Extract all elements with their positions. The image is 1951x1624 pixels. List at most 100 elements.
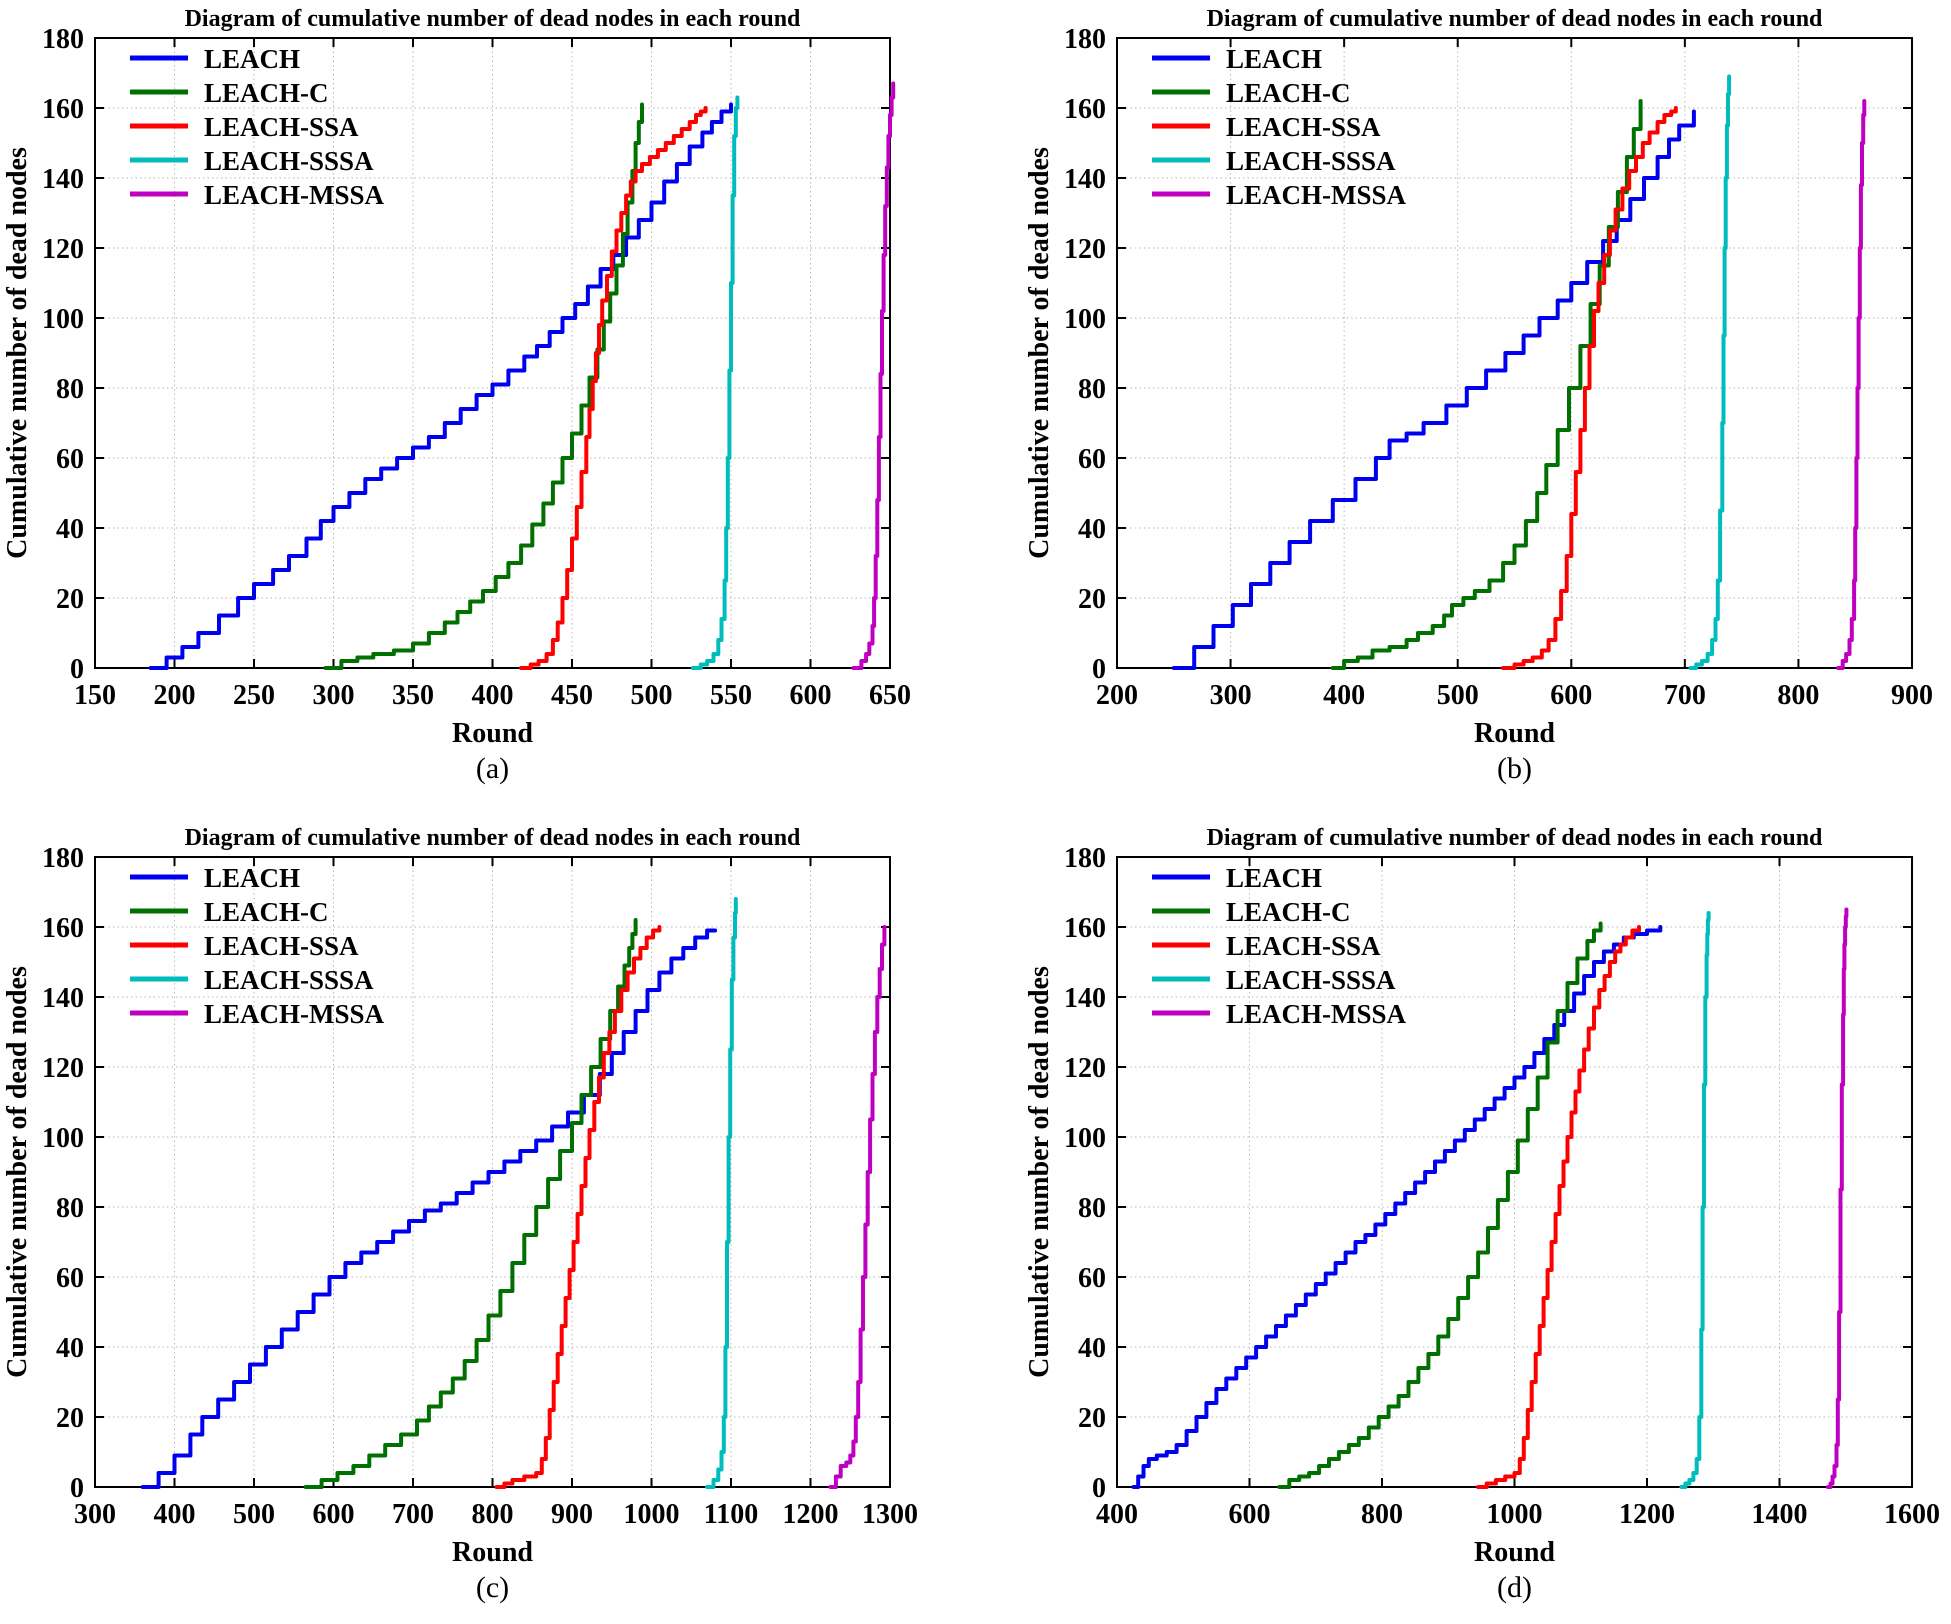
grid	[1117, 857, 1912, 1487]
chart-title: Diagram of cumulative number of dead nod…	[1207, 825, 1823, 851]
y-tick-label: 60	[56, 1263, 84, 1294]
tick-marks	[94, 37, 891, 669]
series-line-leach-ssa	[519, 106, 708, 670]
tick-marks	[94, 856, 891, 1488]
x-axis-label: Round	[1474, 718, 1555, 749]
legend-label-leach-c: LEACH-C	[204, 78, 329, 108]
y-tick-label: 180	[42, 843, 84, 874]
x-tick-label: 1300	[862, 1499, 918, 1530]
legend: LEACH LEACH-C LEACH-SSA LEACH-SSSA LEACH-MSS…	[130, 44, 385, 210]
x-tick-label: 900	[1891, 680, 1933, 711]
legend-label-leach: LEACH	[1226, 44, 1322, 74]
legend-label-leach-mssa: LEACH-MSSA	[1226, 180, 1407, 210]
legend-label-leach-sssa: LEACH-SSSA	[1226, 146, 1396, 176]
panel-caption: (b)	[1497, 752, 1532, 785]
x-tick-label: 400	[154, 1499, 196, 1530]
series-line-leach-c	[323, 102, 644, 670]
y-tick-label: 20	[56, 584, 84, 615]
x-tick-label: 650	[869, 680, 911, 711]
x-tick-label: 1400	[1752, 1499, 1808, 1530]
legend-label-leach-sssa: LEACH-SSSA	[204, 146, 374, 176]
y-tick-label: 140	[42, 164, 84, 195]
legend-label-leach-sssa: LEACH-SSSA	[204, 965, 374, 995]
x-axis-label: Round	[452, 1537, 533, 1568]
y-tick-label: 100	[42, 1123, 84, 1154]
x-tick-label: 400	[472, 680, 514, 711]
x-tick-label: 1000	[624, 1499, 680, 1530]
legend-label-leach-c: LEACH-C	[1226, 78, 1351, 108]
chart-title: Diagram of cumulative number of dead nod…	[185, 825, 801, 851]
panel-caption: (d)	[1497, 1571, 1532, 1604]
chart-panel-c: 300 400 500 600 700 800 900 1000 1100 1200 1300 0 20…	[0, 819, 975, 1624]
panel-caption: (c)	[476, 1571, 509, 1604]
grid	[1117, 38, 1912, 668]
legend-label-leach-ssa: LEACH-SSA	[204, 112, 359, 142]
x-axis-label: Round	[1474, 1537, 1555, 1568]
y-axis-label: Cumulative number of dead nodes	[1024, 966, 1055, 1378]
chart-title: Diagram of cumulative number of dead nod…	[1207, 6, 1823, 32]
x-tick-label: 300	[1210, 680, 1252, 711]
series-line-leach-c	[303, 918, 638, 1489]
y-tick-label: 60	[1078, 444, 1106, 475]
x-tick-label: 400	[1323, 680, 1365, 711]
x-tick-label: 550	[710, 680, 752, 711]
y-axis-label: Cumulative number of dead nodes	[1024, 147, 1055, 559]
y-tick-label: 40	[56, 514, 84, 545]
y-tick-label: 100	[1064, 1123, 1106, 1154]
legend: LEACH LEACH-C LEACH-SSA LEACH-SSSA LEACH-MSS…	[1152, 863, 1407, 1029]
legend-label-leach: LEACH	[204, 863, 300, 893]
tick-marks	[1116, 856, 1913, 1488]
y-tick-label: 160	[42, 913, 84, 944]
series-line-leach-ssa	[494, 925, 662, 1489]
x-tick-label: 250	[233, 680, 275, 711]
y-tick-label: 100	[42, 304, 84, 335]
y-tick-label: 20	[1078, 584, 1106, 615]
y-tick-label: 160	[1064, 94, 1106, 125]
y-tick-label: 0	[1092, 654, 1106, 685]
x-tick-label: 600	[1550, 680, 1592, 711]
chart-svg-a: 150 200 250 300 350 400 450 500 550 600 650 0 20 40 60…	[2, 6, 911, 785]
y-tick-label: 160	[1064, 913, 1106, 944]
y-tick-label: 180	[1064, 843, 1106, 874]
chart-panel-d: 400 600 800 1000 1200 1400 1600 0 20 40 60 80 100 120…	[1022, 819, 1951, 1624]
y-tick-label: 140	[1064, 164, 1106, 195]
x-tick-label: 600	[790, 680, 832, 711]
series-line-leach-sssa	[705, 897, 738, 1489]
x-tick-label: 700	[392, 1499, 434, 1530]
y-tick-label: 80	[1078, 374, 1106, 405]
x-tick-label: 150	[74, 680, 116, 711]
x-tick-label: 600	[313, 1499, 355, 1530]
x-tick-label: 350	[392, 680, 434, 711]
x-tick-label: 1200	[783, 1499, 839, 1530]
y-tick-label: 180	[1064, 24, 1106, 55]
tick-marks	[1116, 37, 1913, 669]
chart-title: Diagram of cumulative number of dead nod…	[185, 6, 801, 32]
series-line-leach-sssa	[1679, 911, 1711, 1489]
x-tick-label: 1600	[1884, 1499, 1940, 1530]
legend: LEACH LEACH-C LEACH-SSA LEACH-SSSA LEACH-MSS…	[1152, 44, 1407, 210]
y-tick-label: 120	[1064, 1053, 1106, 1084]
y-tick-label: 40	[56, 1333, 84, 1364]
y-axis-label: Cumulative number of dead nodes	[2, 966, 33, 1378]
legend-label-leach-ssa: LEACH-SSA	[1226, 112, 1381, 142]
series-line-leach-mssa	[1836, 99, 1867, 670]
x-tick-label: 500	[233, 1499, 275, 1530]
x-tick-label: 1100	[704, 1499, 758, 1530]
x-tick-label: 700	[1664, 680, 1706, 711]
x-tick-label: 300	[74, 1499, 116, 1530]
y-tick-label: 40	[1078, 1333, 1106, 1364]
series-line-leach-mssa	[828, 925, 887, 1489]
series-line-leach-mssa	[851, 81, 896, 670]
y-tick-label: 0	[70, 654, 84, 685]
x-axis-label: Round	[452, 718, 533, 749]
legend-label-leach-c: LEACH-C	[1226, 897, 1351, 927]
y-tick-label: 20	[1078, 1403, 1106, 1434]
x-tick-label: 400	[1096, 1499, 1138, 1530]
y-tick-label: 0	[70, 1473, 84, 1504]
y-tick-label: 60	[56, 444, 84, 475]
x-tick-label: 1000	[1487, 1499, 1543, 1530]
chart-panel-b: 200 300 400 500 600 700 800 900 0 20 40 60 80 100 120 1…	[1022, 0, 1951, 805]
legend-label-leach-sssa: LEACH-SSSA	[1226, 965, 1396, 995]
panel-caption: (a)	[476, 752, 509, 785]
y-tick-label: 140	[42, 983, 84, 1014]
